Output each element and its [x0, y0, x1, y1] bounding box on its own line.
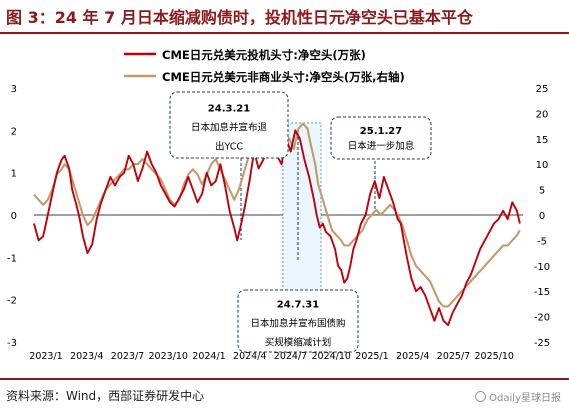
annotation-box [330, 116, 432, 160]
y-left-tick-label: -3 [7, 338, 17, 349]
y-left-tick-label: -2 [7, 296, 17, 307]
y-left-tick-label: 3 [11, 84, 17, 95]
annotation-box [237, 289, 359, 353]
annotation-box [169, 91, 289, 159]
x-tick-label: 2023/1 [29, 351, 62, 362]
title-bar: 图 3：24 年 7 月日本缩减购债时，投机性日元净空头已基本平仓 [0, 0, 569, 34]
annotation-text: 日本进一步加息 [348, 140, 415, 152]
y-right-tick-label: 10 [536, 160, 549, 171]
x-tick-label: 2025/7 [437, 351, 470, 362]
watermark-text: Odaily星球日报 [489, 393, 561, 404]
annotation-text: 出YCC [215, 141, 243, 153]
source-note: 资料来源：Wind，西部证券研发中心 [6, 389, 205, 403]
x-tick-label: 2025/4 [396, 351, 429, 362]
y-right-tick-label: 5 [539, 186, 545, 197]
y-left-tick-label: 1 [11, 169, 17, 180]
figure-title: 图 3：24 年 7 月日本缩减购债时，投机性日元净空头已基本平仓 [6, 8, 473, 27]
annotation-text: 25.1.27 [360, 126, 402, 137]
chart: 3210-1-2-32520151050-5-10-15-20-252023/1… [7, 48, 550, 362]
source-bar: 资料来源：Wind，西部证券研发中心 Odaily星球日报 [0, 378, 569, 412]
y-left-tick-label: 2 [11, 126, 17, 137]
legend-label: CME日元兑美元非商业头寸:净空头(万张,右轴) [162, 70, 405, 84]
y-right-tick-label: 0 [539, 211, 545, 222]
y-right-tick-label: -5 [537, 236, 547, 247]
y-right-tick-label: -10 [534, 262, 550, 273]
annotation-text: 24.7.31 [277, 300, 319, 311]
y-right-tick-label: 20 [536, 109, 549, 120]
x-tick-label: 2023/4 [70, 351, 103, 362]
watermark: Odaily星球日报 [475, 389, 561, 404]
x-tick-label: 2023/10 [149, 351, 188, 362]
annotation-text: 日本加息并宣布退 [191, 122, 268, 134]
watermark-icon [475, 391, 487, 402]
legend-label: CME日元兑美元投机头寸:净空头(万张) [162, 48, 366, 62]
annotation-text: 24.3.21 [208, 104, 250, 115]
y-right-tick-label: -15 [534, 287, 550, 298]
annotation-text: 买规模缩减计划 [265, 337, 332, 349]
x-tick-label: 2025/10 [475, 351, 514, 362]
x-tick-label: 2024/4 [233, 351, 266, 362]
y-right-tick-label: 15 [536, 135, 549, 146]
annotation-text: 日本加息并宣布国债购 [250, 318, 345, 330]
y-left-tick-label: 0 [11, 211, 17, 222]
x-tick-label: 2024/10 [312, 351, 351, 362]
x-tick-label: 2023/7 [111, 351, 144, 362]
x-tick-label: 2025/1 [355, 351, 388, 362]
y-right-tick-label: 25 [536, 84, 549, 95]
x-tick-label: 2024/7 [274, 351, 307, 362]
y-left-tick-label: -1 [7, 253, 17, 264]
y-right-tick-label: -25 [534, 338, 550, 349]
x-tick-label: 2024/1 [192, 351, 225, 362]
y-right-tick-label: -20 [534, 313, 550, 324]
